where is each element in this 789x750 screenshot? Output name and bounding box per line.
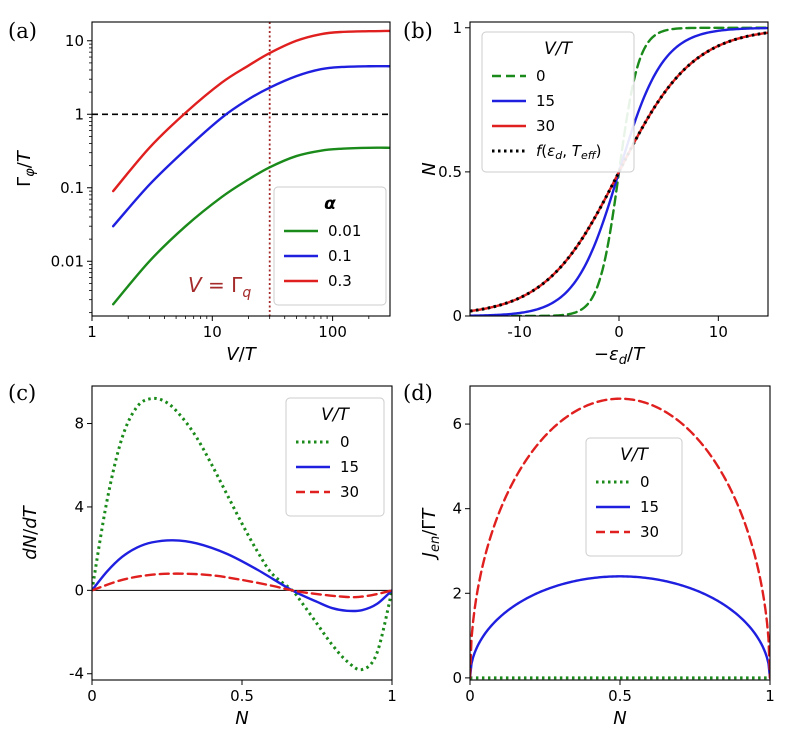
legend: V/T 0 15 30 <box>285 397 385 517</box>
plot-frame <box>91 21 391 317</box>
y-tick-label: 0 <box>452 307 462 325</box>
series-line <box>92 539 392 613</box>
y-tick-label: 0.01 <box>51 252 84 270</box>
legend-box <box>285 397 385 517</box>
panel-label: (a) <box>8 19 37 43</box>
y-tick-label: 0.5 <box>438 163 462 181</box>
legend-title: V/T <box>544 39 573 59</box>
legend-title: α <box>324 194 336 214</box>
x-tick-label: 1 <box>87 323 97 341</box>
x-tick-label: 0.5 <box>608 687 632 705</box>
x-tick-label: -10 <box>507 323 532 341</box>
x-tick-label: 10 <box>203 323 222 341</box>
legend: V/T 0 15 30 <box>585 437 683 557</box>
legend-entry: 30 <box>340 483 359 501</box>
legend-title: V/T <box>620 445 649 465</box>
x-tick-label: 0 <box>465 687 475 705</box>
axis-label: −εd/T <box>594 344 646 368</box>
series-line <box>470 397 770 680</box>
legend-entry: 0.01 <box>328 222 361 240</box>
legend: α 0.01 0.1 0.3 <box>273 186 387 306</box>
x-tick-label: 100 <box>318 323 347 341</box>
legend-entry: 0 <box>640 473 650 491</box>
y-tick-label: 8 <box>74 415 84 433</box>
x-tick-label: 1 <box>387 687 397 705</box>
plot-area <box>92 22 390 316</box>
axis-label: Jen/ΓT <box>419 507 443 561</box>
y-tick-label: -4 <box>69 665 84 683</box>
legend: V/T 0 15 30 f(εd, Teff) <box>481 31 635 173</box>
series-line <box>111 29 390 193</box>
plot-area <box>92 396 392 672</box>
legend-entry: 0 <box>340 433 350 451</box>
y-tick-label: 0 <box>74 581 84 599</box>
axis-label: N <box>613 708 626 729</box>
annotation-label: V = Γq <box>188 273 251 301</box>
legend-entry: 30 <box>640 523 659 541</box>
y-tick-label: 0 <box>452 669 462 687</box>
panel-label: (c) <box>8 381 36 405</box>
legend-entry: 0.1 <box>328 247 352 265</box>
legend-entry: 15 <box>640 498 659 516</box>
y-tick-label: 2 <box>452 584 462 602</box>
axis-label: Γφ/T <box>14 149 38 187</box>
legend-box <box>273 186 387 306</box>
series-line <box>470 31 768 313</box>
legend-entry: 0.3 <box>328 272 352 290</box>
series-line <box>111 64 390 228</box>
legend-entry: 15 <box>340 458 359 476</box>
x-tick-label: 0.5 <box>230 687 254 705</box>
legend-entry: 15 <box>536 92 555 110</box>
legend-box <box>585 437 683 557</box>
y-tick-label: 1 <box>74 105 84 123</box>
axis-label: V/T <box>226 344 257 365</box>
y-tick-label: 0.1 <box>60 179 84 197</box>
series-line <box>92 396 392 672</box>
axis-label: dN/dT <box>20 504 41 559</box>
panel-d: (d) 0 0.5 1 0 2 4 6 N Jen/ΓT V/T 0 15 30 <box>403 381 775 729</box>
y-tick-label: 6 <box>452 415 462 433</box>
y-tick-label: 10 <box>65 32 84 50</box>
panel-label: (d) <box>403 381 433 405</box>
x-tick-label: 10 <box>709 323 728 341</box>
panel-b: (b) -10 0 10 0 0.5 1 −εd/T N V/T 0 15 30 f(εd, Teff) <box>403 19 769 368</box>
x-tick-label: 0 <box>87 687 97 705</box>
legend-entry: 30 <box>536 117 555 135</box>
series-line <box>111 146 390 306</box>
legend-entry: f(εd, Teff) <box>536 142 602 162</box>
axis-label: N <box>419 162 440 175</box>
x-tick-label: 1 <box>765 687 775 705</box>
y-tick-label: 1 <box>452 19 462 37</box>
y-tick-label: 4 <box>74 498 84 516</box>
x-tick-label: 0 <box>614 323 624 341</box>
y-tick-label: 4 <box>452 500 462 518</box>
axis-label: N <box>235 708 248 729</box>
panel-label: (b) <box>403 19 433 43</box>
series-line <box>92 572 392 599</box>
legend-box <box>481 31 635 173</box>
series-line <box>470 575 770 680</box>
plot-area <box>470 397 770 680</box>
legend-entry: 0 <box>536 67 546 85</box>
legend-title: V/T <box>321 405 350 425</box>
